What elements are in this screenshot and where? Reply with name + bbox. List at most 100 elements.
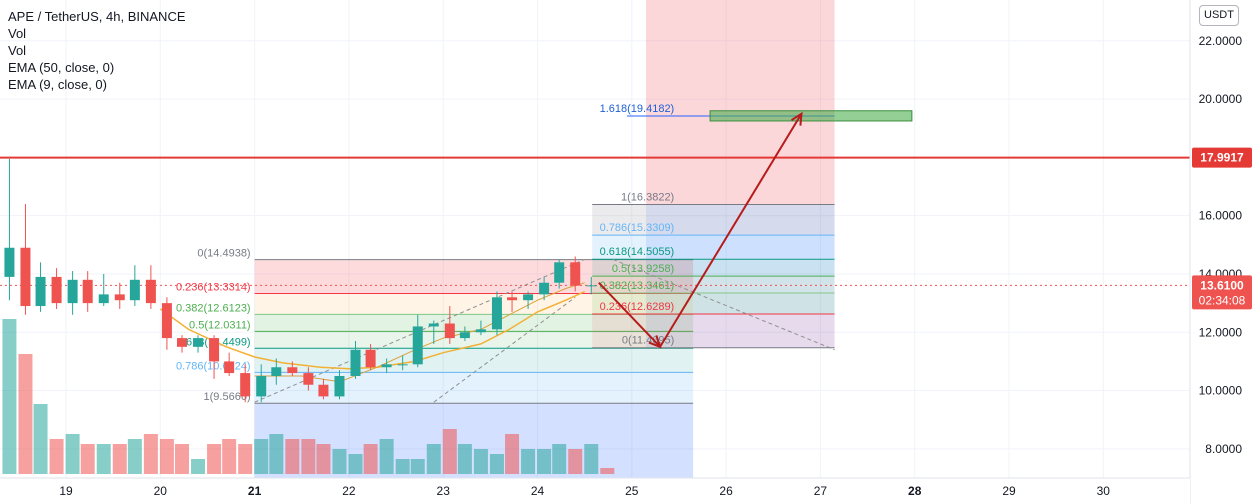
price-tick-label: 22.0000: [1199, 34, 1243, 48]
fib-extension-label: 0.236(12.6289): [600, 301, 675, 313]
candle-body[interactable]: [459, 332, 470, 339]
target-zone-box[interactable]: [709, 110, 913, 122]
candle-body[interactable]: [350, 349, 361, 376]
candle-body[interactable]: [570, 262, 581, 286]
fib-extension-band: [592, 293, 835, 314]
volume-bar: [505, 434, 520, 474]
volume-bar: [238, 444, 253, 474]
fib-extension-band: [592, 313, 835, 348]
candle-body[interactable]: [412, 326, 423, 365]
chart-legend: APE / TetherUS, 4h, BINANCE Vol Vol EMA …: [8, 8, 186, 93]
volume-bar: [33, 404, 48, 474]
volume-bar: [80, 444, 95, 474]
ema-lines: [159, 282, 586, 383]
price-tick-label: 16.0000: [1199, 209, 1243, 223]
fib-extension-band: [592, 259, 835, 277]
volume-bar: [301, 439, 316, 474]
candle-body[interactable]: [224, 361, 235, 374]
price-axis-background: [1190, 0, 1254, 504]
drawings: [598, 110, 913, 349]
candle-body[interactable]: [554, 262, 565, 283]
time-tick-label: 25: [625, 484, 639, 498]
legend-ema-9[interactable]: EMA (9, close, 0): [8, 77, 107, 92]
fib-retracement-label: 0.236(13.3314): [176, 281, 251, 293]
volume-bar: [174, 444, 189, 474]
candle-body[interactable]: [287, 367, 298, 374]
candle-body[interactable]: [586, 285, 597, 287]
volume-bar: [207, 444, 222, 474]
time-tick-label: 26: [719, 484, 733, 498]
time-tick-label: 30: [1097, 484, 1111, 498]
volume-bar: [552, 444, 567, 474]
volume-bar: [410, 459, 425, 474]
fib-extension-label: 0.786(15.3309): [600, 222, 675, 234]
candle-body[interactable]: [193, 338, 204, 347]
legend-vol[interactable]: Vol: [8, 26, 27, 41]
candle-body[interactable]: [256, 375, 267, 397]
candle-body[interactable]: [475, 329, 486, 333]
volume-bar: [269, 434, 284, 474]
candle-body[interactable]: [67, 279, 78, 304]
volume-bar: [348, 454, 363, 474]
price-tick-label: 20.0000: [1199, 92, 1243, 106]
candle-body[interactable]: [145, 279, 156, 304]
time-axis: 19 20 21 22 23 24 25 26 27 28 29 30: [0, 477, 1190, 504]
volume-bar: [49, 439, 64, 474]
volume-bar: [143, 434, 158, 474]
time-tick-label: 29: [1002, 484, 1016, 498]
candle-body[interactable]: [176, 338, 187, 347]
time-tick-label: 22: [342, 484, 356, 498]
candle-body[interactable]: [428, 323, 439, 327]
time-tick-label: 27: [814, 484, 828, 498]
volume-bar: [457, 444, 472, 474]
candle-body[interactable]: [51, 276, 62, 304]
candle-body[interactable]: [318, 384, 329, 397]
candle-body[interactable]: [271, 367, 282, 376]
candle-body[interactable]: [82, 279, 93, 304]
candle-body[interactable]: [491, 297, 502, 330]
candle-body[interactable]: [129, 279, 140, 301]
candle-body[interactable]: [114, 294, 125, 301]
candle-body[interactable]: [98, 294, 109, 304]
candle-body[interactable]: [334, 375, 345, 397]
fib-retracement-band: [254, 293, 694, 315]
volume-bar: [442, 429, 457, 474]
candle-body[interactable]: [4, 247, 15, 277]
price-tick-label: 10.0000: [1199, 384, 1243, 398]
fib-retracement-band: [254, 348, 694, 373]
candle-body[interactable]: [444, 323, 455, 339]
bar-countdown-label: 02:34:08: [1199, 293, 1246, 307]
ema-9-line: [254, 282, 585, 383]
candle-body[interactable]: [365, 349, 376, 368]
candle-body[interactable]: [209, 338, 220, 362]
candle-body[interactable]: [35, 276, 46, 307]
candle-body[interactable]: [397, 364, 408, 366]
volume-bar: [568, 449, 583, 474]
last-price-badge[interactable]: [1192, 275, 1252, 310]
legend-vol[interactable]: Vol: [8, 43, 27, 58]
fib-extension-band: [592, 204, 835, 236]
currency-unit-button[interactable]: USDT: [1199, 5, 1239, 26]
candle-body[interactable]: [20, 247, 31, 307]
volume-bar: [537, 449, 552, 474]
volume-bar: [473, 449, 488, 474]
candle-body[interactable]: [240, 373, 251, 397]
volume-bar: [222, 439, 237, 474]
candle-body[interactable]: [507, 297, 518, 301]
legend-ema-50[interactable]: EMA (50, close, 0): [8, 60, 115, 75]
candle-body[interactable]: [539, 282, 550, 295]
fib-retracement-label: 0.786(10.6224): [176, 360, 251, 372]
fib-extension: 0(11.4695)0.236(12.6289)0.382(13.3461)0.…: [254, 103, 835, 403]
arrow-head-down: [648, 335, 662, 349]
resistance-price-badge[interactable]: [1192, 147, 1252, 168]
volume-bar: [316, 444, 331, 474]
time-tick-label: 28: [908, 484, 922, 498]
candle-body[interactable]: [303, 373, 314, 385]
time-tick-label: 21: [248, 484, 262, 498]
candle-body[interactable]: [523, 294, 534, 301]
symbol-title[interactable]: APE / TetherUS, 4h, BINANCE: [8, 9, 186, 24]
volume-bar: [65, 434, 80, 474]
candle-body[interactable]: [381, 364, 392, 368]
candle-body[interactable]: [161, 303, 172, 339]
